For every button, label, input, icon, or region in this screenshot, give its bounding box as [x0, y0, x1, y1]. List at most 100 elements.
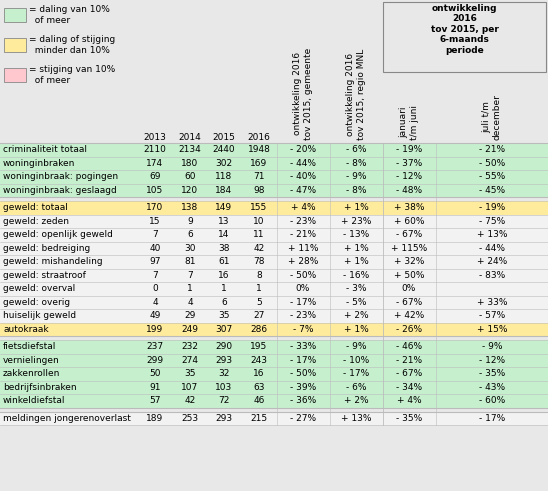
- Text: - 26%: - 26%: [396, 325, 422, 334]
- Text: 103: 103: [215, 383, 232, 392]
- Text: - 12%: - 12%: [479, 356, 505, 365]
- Text: 32: 32: [218, 369, 230, 378]
- Text: + 24%: + 24%: [477, 257, 507, 266]
- Text: + 1%: + 1%: [344, 244, 368, 253]
- Bar: [0, 282, 548, 296]
- Bar: [277, 269, 330, 282]
- Text: = daling of stijging
  minder dan 10%: = daling of stijging minder dan 10%: [29, 35, 115, 55]
- Text: - 7%: - 7%: [293, 325, 313, 334]
- Text: - 47%: - 47%: [290, 186, 316, 195]
- Text: vernielingen: vernielingen: [3, 356, 60, 365]
- Bar: [277, 394, 330, 408]
- Bar: [277, 228, 330, 242]
- Text: + 13%: + 13%: [477, 230, 507, 239]
- Text: - 13%: - 13%: [343, 230, 369, 239]
- Text: 1: 1: [187, 284, 193, 293]
- Text: 50: 50: [149, 369, 161, 378]
- Text: 174: 174: [146, 159, 163, 168]
- Text: 307: 307: [215, 325, 232, 334]
- Bar: [0, 143, 548, 157]
- Text: winkeldiefstal: winkeldiefstal: [3, 396, 66, 405]
- Text: - 3%: - 3%: [346, 284, 366, 293]
- Text: - 50%: - 50%: [290, 271, 316, 280]
- Bar: [277, 354, 330, 367]
- Text: 2440: 2440: [213, 145, 235, 154]
- Text: - 37%: - 37%: [396, 159, 422, 168]
- Text: 149: 149: [215, 203, 232, 212]
- Text: criminaliteit totaal: criminaliteit totaal: [3, 145, 87, 154]
- Text: 2013: 2013: [144, 133, 167, 142]
- Text: woninginbraak: pogingen: woninginbraak: pogingen: [3, 172, 118, 181]
- Text: 2014: 2014: [179, 133, 201, 142]
- Text: 4: 4: [187, 298, 193, 307]
- Text: - 6%: - 6%: [346, 145, 366, 154]
- Text: 7: 7: [152, 271, 158, 280]
- Text: geweld: overig: geweld: overig: [3, 298, 70, 307]
- Text: - 35%: - 35%: [396, 414, 422, 423]
- Text: + 60%: + 60%: [394, 217, 424, 226]
- Text: 120: 120: [181, 186, 198, 195]
- Text: 98: 98: [253, 186, 265, 195]
- Text: 14: 14: [218, 230, 230, 239]
- Text: 2134: 2134: [179, 145, 201, 154]
- Text: 2015: 2015: [213, 133, 236, 142]
- Text: 2016: 2016: [248, 133, 270, 142]
- Text: 7: 7: [187, 271, 193, 280]
- Text: - 50%: - 50%: [479, 159, 505, 168]
- Text: + 11%: + 11%: [288, 244, 318, 253]
- Text: - 10%: - 10%: [343, 356, 369, 365]
- Bar: [277, 296, 330, 309]
- Text: 1: 1: [221, 284, 227, 293]
- Text: 180: 180: [181, 159, 198, 168]
- Text: 35: 35: [184, 369, 196, 378]
- Text: 69: 69: [149, 172, 161, 181]
- Text: 0%: 0%: [296, 284, 310, 293]
- Text: 91: 91: [149, 383, 161, 392]
- Text: geweld: straatroof: geweld: straatroof: [3, 271, 86, 280]
- Text: - 60%: - 60%: [479, 396, 505, 405]
- Text: 97: 97: [149, 257, 161, 266]
- Text: - 17%: - 17%: [479, 414, 505, 423]
- Bar: [277, 242, 330, 255]
- Bar: [0, 228, 548, 242]
- Bar: [277, 367, 330, 381]
- Text: - 48%: - 48%: [396, 186, 422, 195]
- Text: 42: 42: [253, 244, 265, 253]
- Text: 16: 16: [253, 369, 265, 378]
- Text: - 12%: - 12%: [396, 172, 422, 181]
- Text: 63: 63: [253, 383, 265, 392]
- Text: 78: 78: [253, 257, 265, 266]
- Text: 107: 107: [181, 383, 198, 392]
- Text: 293: 293: [215, 414, 232, 423]
- Text: + 13%: + 13%: [341, 414, 371, 423]
- Text: 6: 6: [221, 298, 227, 307]
- Text: 184: 184: [215, 186, 232, 195]
- Bar: [0, 296, 548, 309]
- Text: 253: 253: [181, 414, 198, 423]
- Text: - 50%: - 50%: [290, 369, 316, 378]
- Text: meldingen jongerenoverlast: meldingen jongerenoverlast: [3, 414, 131, 423]
- Text: 46: 46: [253, 396, 265, 405]
- Text: 189: 189: [146, 414, 164, 423]
- Text: + 50%: + 50%: [394, 271, 424, 280]
- Text: - 19%: - 19%: [396, 145, 422, 154]
- Bar: [277, 282, 330, 296]
- Text: geweld: overval: geweld: overval: [3, 284, 75, 293]
- Bar: [277, 170, 330, 184]
- Text: 105: 105: [146, 186, 164, 195]
- Bar: [277, 184, 330, 197]
- Text: - 36%: - 36%: [290, 396, 316, 405]
- Bar: [0, 394, 548, 408]
- Text: 13: 13: [218, 217, 230, 226]
- Text: bedrijfsinbraken: bedrijfsinbraken: [3, 383, 77, 392]
- Bar: [277, 215, 330, 228]
- Bar: [0, 323, 548, 336]
- Text: - 21%: - 21%: [396, 356, 422, 365]
- Text: - 34%: - 34%: [396, 383, 422, 392]
- Text: + 1%: + 1%: [344, 257, 368, 266]
- Text: - 21%: - 21%: [290, 230, 316, 239]
- Text: 81: 81: [184, 257, 196, 266]
- Text: 302: 302: [215, 159, 232, 168]
- Text: fietsdiefstal: fietsdiefstal: [3, 342, 56, 351]
- Text: - 40%: - 40%: [290, 172, 316, 181]
